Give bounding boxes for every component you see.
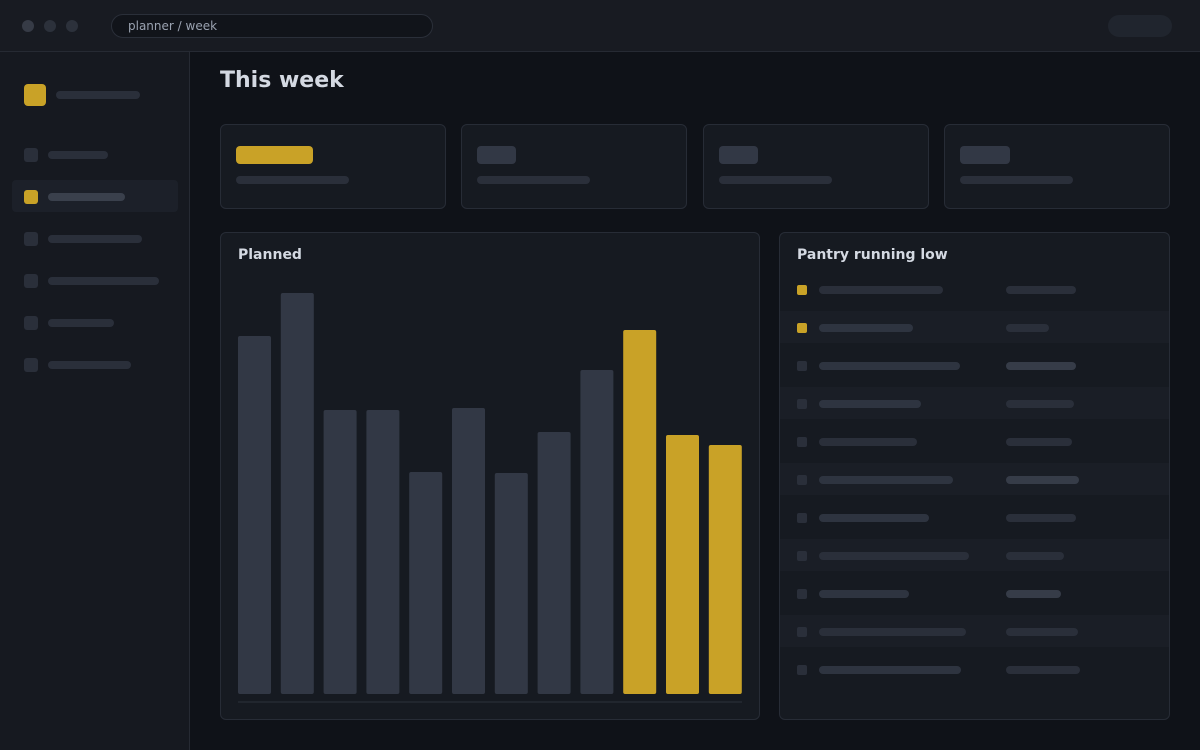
- bar: [238, 336, 271, 694]
- row-dot: [797, 513, 807, 523]
- top-bar: planner / week: [0, 0, 1200, 52]
- bar: [623, 330, 657, 694]
- stat-card: [461, 124, 687, 209]
- row-qty: [1006, 400, 1074, 408]
- row-dot: [797, 285, 807, 295]
- row-qty: [1006, 666, 1080, 674]
- window-dot[interactable]: [66, 20, 78, 32]
- row-dot: [797, 589, 807, 599]
- row-qty: [1006, 590, 1061, 598]
- row-qty: [1006, 362, 1076, 370]
- stat-value: [477, 146, 516, 164]
- pantry-panel: Pantry running low: [779, 232, 1170, 720]
- bar: [666, 435, 699, 694]
- nav-icon: [24, 274, 38, 288]
- nav-label: [48, 361, 131, 369]
- nav-icon: [24, 148, 38, 162]
- row-dot: [797, 475, 807, 485]
- row-name: [819, 552, 969, 560]
- pantry-title: Pantry running low: [797, 247, 948, 263]
- address-bar[interactable]: planner / week: [111, 14, 433, 38]
- bar: [494, 473, 528, 694]
- nav-label: [48, 319, 114, 327]
- row-name: [819, 400, 921, 408]
- row-name: [819, 476, 953, 484]
- logo: [24, 84, 46, 106]
- row-dot: [797, 551, 807, 561]
- bar: [280, 293, 314, 694]
- window-dot[interactable]: [22, 20, 34, 32]
- stat-value: [236, 146, 313, 164]
- stat-label: [477, 176, 590, 184]
- nav-icon: [24, 316, 38, 330]
- row-name: [819, 438, 917, 446]
- bar: [323, 410, 357, 694]
- stat-card: [944, 124, 1170, 209]
- row-name: [819, 628, 966, 636]
- row-name: [819, 514, 929, 522]
- stat-card: [703, 124, 929, 209]
- row-name: [819, 286, 943, 294]
- bar: [708, 445, 742, 694]
- row-qty: [1006, 514, 1076, 522]
- row-dot: [797, 323, 807, 333]
- nav-icon: [24, 358, 38, 372]
- row-qty: [1006, 324, 1049, 332]
- bar: [537, 432, 571, 694]
- stat-value: [719, 146, 758, 164]
- stat-label: [719, 176, 832, 184]
- row-dot: [797, 399, 807, 409]
- row-qty: [1006, 552, 1064, 560]
- stat-label: [236, 176, 349, 184]
- row-name: [819, 666, 961, 674]
- bar: [452, 408, 485, 694]
- row-qty: [1006, 476, 1079, 484]
- bar: [580, 370, 614, 694]
- chart-panel: Planned: [220, 232, 760, 720]
- chart: [238, 293, 742, 703]
- stat-value: [960, 146, 1010, 164]
- top-button[interactable]: [1108, 15, 1172, 37]
- window-dot[interactable]: [44, 20, 56, 32]
- chart-title: Planned: [238, 247, 302, 263]
- row-dot: [797, 361, 807, 371]
- sidebar: [0, 52, 190, 750]
- row-dot: [797, 665, 807, 675]
- row-name: [819, 362, 960, 370]
- bar: [366, 410, 400, 694]
- nav-label: [48, 193, 125, 201]
- nav-label: [48, 277, 159, 285]
- stat-card: [220, 124, 446, 209]
- bar: [409, 472, 443, 694]
- logo-text: [56, 91, 140, 99]
- row-dot: [797, 627, 807, 637]
- page-title: This week: [220, 68, 344, 93]
- nav-icon: [24, 190, 38, 204]
- row-qty: [1006, 628, 1078, 636]
- nav-icon: [24, 232, 38, 246]
- nav-label: [48, 151, 108, 159]
- nav-label: [48, 235, 142, 243]
- row-name: [819, 324, 913, 332]
- stat-label: [960, 176, 1073, 184]
- row-qty: [1006, 286, 1076, 294]
- row-name: [819, 590, 909, 598]
- row-dot: [797, 437, 807, 447]
- row-qty: [1006, 438, 1072, 446]
